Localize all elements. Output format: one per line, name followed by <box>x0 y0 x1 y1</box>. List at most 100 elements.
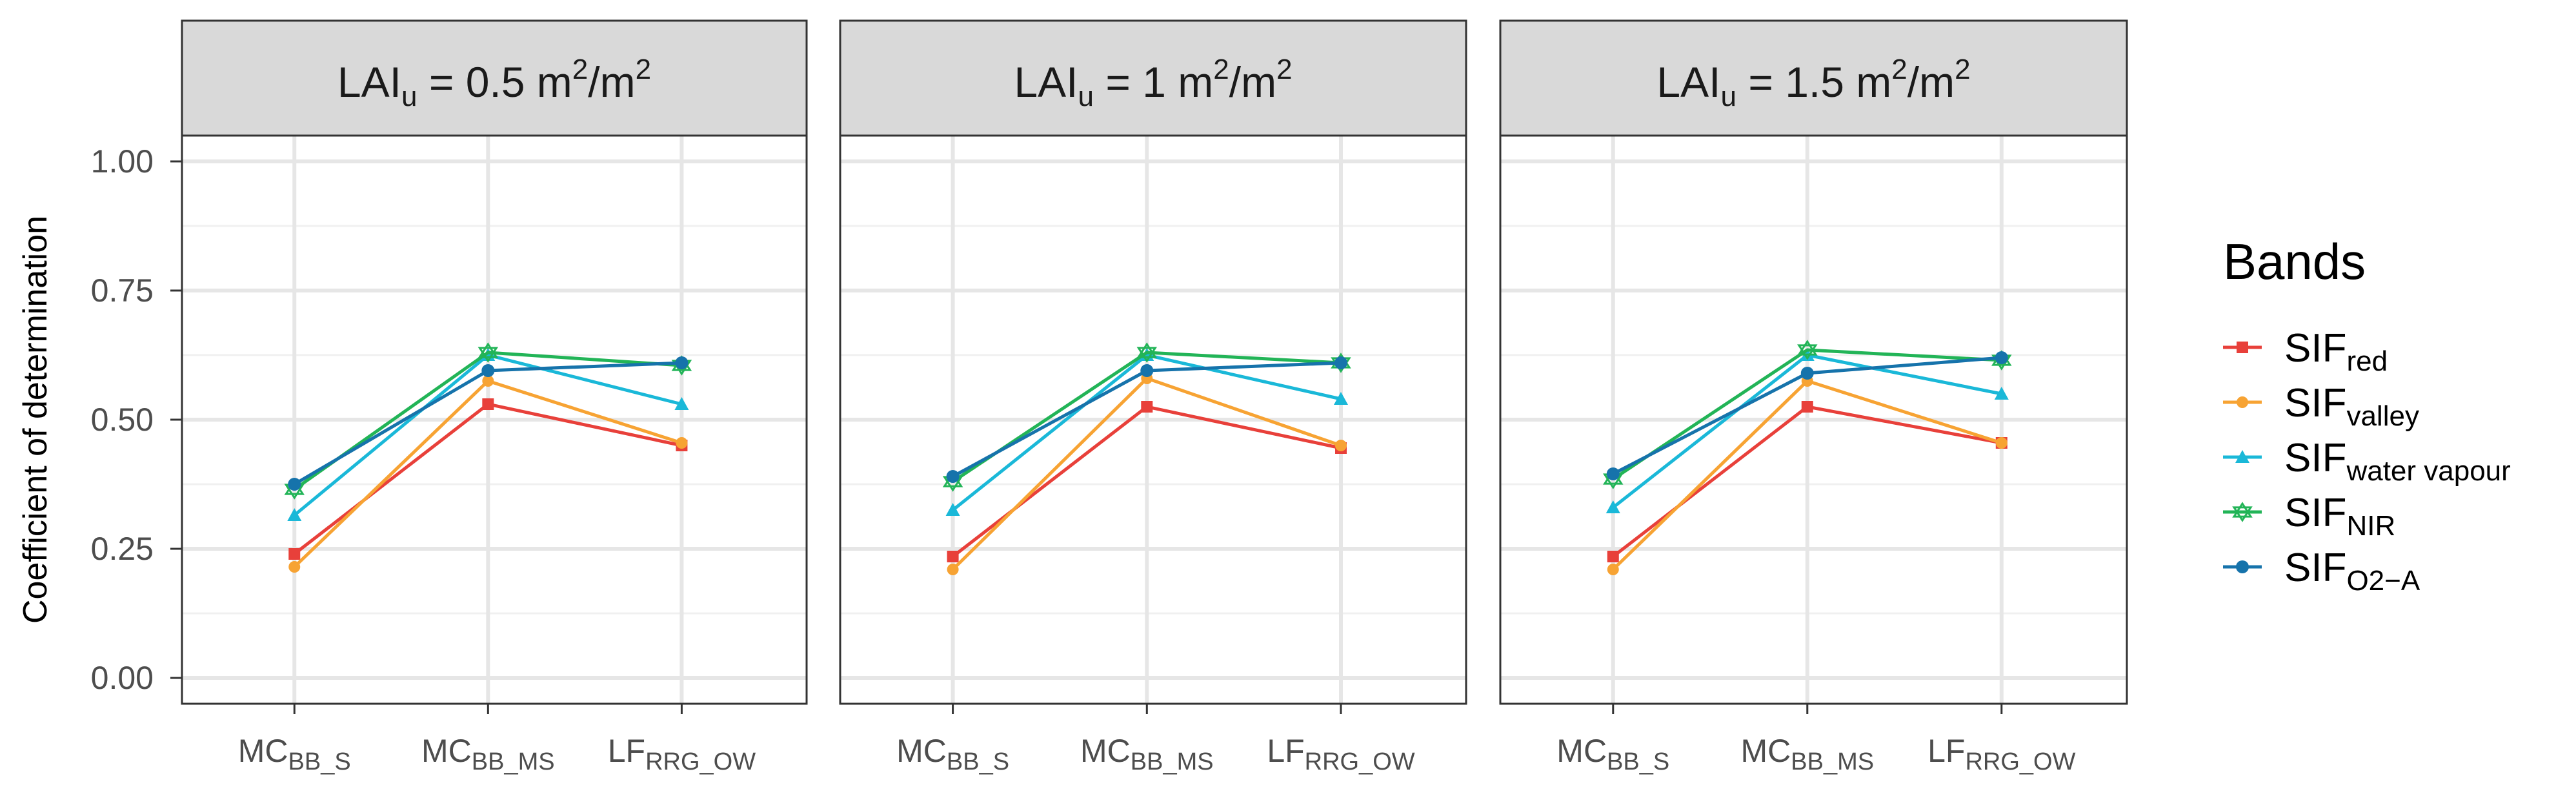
y-tick-label: 0.25 <box>91 531 154 567</box>
x-tick-main: MC <box>238 733 288 769</box>
data-point-red <box>288 548 301 560</box>
x-tick-subscript: BB_S <box>288 748 351 775</box>
x-tick-label: MCBB_S <box>1556 733 1669 775</box>
data-point-valley <box>1335 440 1347 451</box>
strip-equals: = <box>1094 58 1142 106</box>
strip-equals: = <box>417 58 465 106</box>
legend-label-main: SIF <box>2284 381 2346 425</box>
legend-label-subscript: valley <box>2346 400 2419 432</box>
data-point-valley <box>1607 564 1619 575</box>
legend-label-main: SIF <box>2284 436 2346 480</box>
data-point-o2a <box>1334 356 1347 369</box>
x-tick-subscript: BB_MS <box>472 748 555 775</box>
strip-prefix: LAI <box>1014 58 1078 106</box>
x-tick-label: MCBB_S <box>238 733 351 775</box>
x-tick-main: MC <box>1740 733 1791 769</box>
legend-key-marker <box>2236 560 2249 573</box>
legend-label-subscript: NIR <box>2346 510 2395 542</box>
legend-label-subscript: water vapour <box>2346 455 2510 487</box>
legend-label: SIFvalley <box>2284 381 2419 432</box>
x-tick-label: LFRRG_OW <box>1267 733 1414 775</box>
data-point-water <box>1994 387 2009 400</box>
legend-item-water[interactable]: SIFwater vapour <box>2223 436 2511 487</box>
legend-item-nir[interactable]: SIFNIR <box>2223 491 2395 542</box>
strip-value: 1.5 <box>1785 58 1844 106</box>
strip-exponent: 2 <box>1276 54 1292 85</box>
facet-strip <box>1499 19 2128 137</box>
x-tick-main: MC <box>421 733 472 769</box>
strip-slash-unit: /m <box>1907 58 1955 106</box>
data-point-o2a <box>675 356 689 369</box>
legend-title: Bands <box>2223 233 2366 290</box>
y-tick-label: 1.00 <box>91 143 154 179</box>
data-point-valley <box>676 437 688 449</box>
strip-exponent: 2 <box>1955 54 1970 85</box>
data-point-valley <box>947 564 959 575</box>
x-tick-label: MCBB_S <box>896 733 1009 775</box>
facet-strip-label: LAIu = 1.5 m2/m2 <box>1656 54 1970 112</box>
legend-key-marker <box>2235 450 2249 463</box>
series-line-nir <box>293 351 682 491</box>
y-tick-label: 0.75 <box>91 272 154 309</box>
data-point-o2a <box>946 470 960 483</box>
data-point-red <box>1607 551 1619 562</box>
facet-strip <box>839 19 1467 137</box>
legend-label: SIFNIR <box>2284 491 2395 542</box>
facet-strip-label: LAIu = 0.5 m2/m2 <box>337 54 651 112</box>
x-tick-subscript: RRG_OW <box>1305 748 1415 775</box>
data-point-water <box>1605 500 1620 513</box>
data-point-water <box>1334 392 1348 405</box>
strip-unit: m <box>1844 58 1891 106</box>
legend-label: SIFO2−A <box>2284 546 2420 597</box>
strip-exponent: 2 <box>636 54 651 85</box>
data-point-o2a <box>288 478 301 491</box>
data-point-red <box>482 398 494 410</box>
x-tick-main: MC <box>896 733 947 769</box>
x-tick-label: LFRRG_OW <box>608 733 756 775</box>
x-tick-subscript: BB_MS <box>1131 748 1214 775</box>
legend-item-red[interactable]: SIFred <box>2223 326 2388 377</box>
x-tick-label: LFRRG_OW <box>1927 733 2075 775</box>
data-point-red <box>1141 401 1153 413</box>
strip-unit: m <box>1166 58 1213 106</box>
strip-value: 0.5 <box>466 58 525 106</box>
legend-label-main: SIF <box>2284 491 2346 535</box>
strip-exponent: 2 <box>1213 54 1229 85</box>
data-point-nir <box>478 342 499 363</box>
strip-subscript: u <box>1721 81 1736 112</box>
data-point-water <box>674 397 689 410</box>
x-tick-subscript: BB_MS <box>1791 748 1874 775</box>
legend-label: SIFwater vapour <box>2284 436 2511 487</box>
x-tick-label: MCBB_MS <box>1740 733 1874 775</box>
y-axis-title: Coefficient of determination <box>17 216 54 624</box>
data-point-o2a <box>1606 467 1620 480</box>
strip-slash-unit: /m <box>1229 58 1276 106</box>
legend-item-valley[interactable]: SIFvalley <box>2223 381 2419 432</box>
data-point-o2a <box>1995 351 2008 364</box>
legend-label-main: SIF <box>2284 546 2346 590</box>
x-tick-main: LF <box>1267 733 1304 769</box>
data-point-nir <box>1136 342 1158 363</box>
y-tick-label: 0.50 <box>91 402 154 438</box>
x-tick-subscript: RRG_OW <box>1965 748 2075 775</box>
legend-label-subscript: red <box>2346 345 2388 377</box>
data-point-red <box>947 551 959 562</box>
x-tick-main: LF <box>608 733 645 769</box>
strip-unit: m <box>525 58 572 106</box>
data-point-nir <box>1797 340 1818 360</box>
x-tick-label: MCBB_MS <box>421 733 555 775</box>
strip-value: 1 <box>1142 58 1166 106</box>
data-point-water <box>287 508 302 521</box>
series-line-nir <box>1612 348 2002 481</box>
strip-slash-unit: /m <box>588 58 635 106</box>
facet-strip <box>181 19 808 137</box>
legend-key-marker <box>2237 342 2248 353</box>
legend-label: SIFred <box>2284 326 2388 377</box>
x-tick-main: LF <box>1927 733 1965 769</box>
legend-item-o2a[interactable]: SIFO2−A <box>2223 546 2420 597</box>
data-point-valley <box>482 375 494 387</box>
